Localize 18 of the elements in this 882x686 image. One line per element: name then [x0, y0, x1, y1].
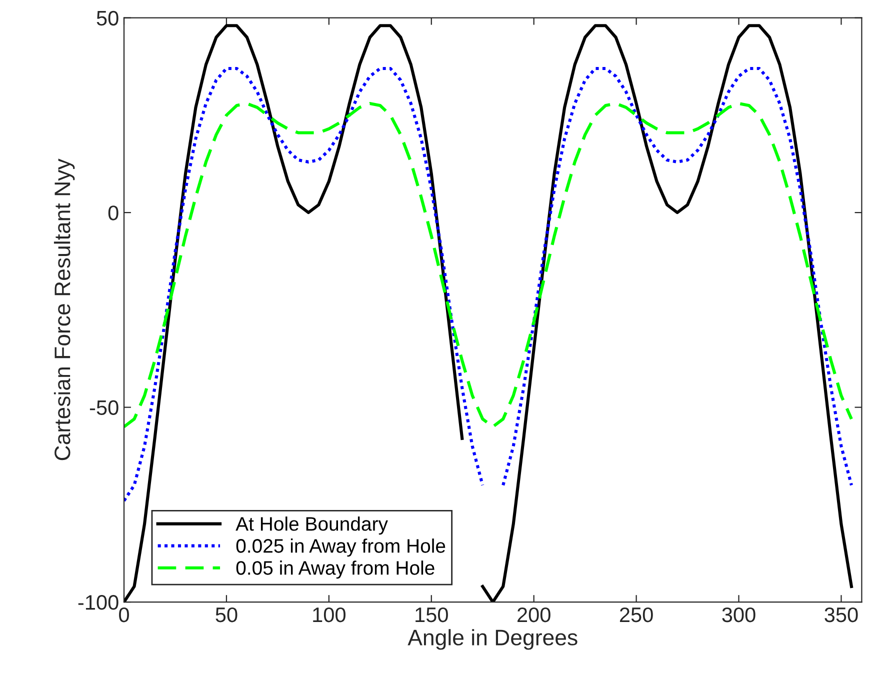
x-tick-label: 300 — [722, 607, 756, 622]
x-tick-label: 250 — [620, 607, 653, 622]
x-tick-label: 100 — [313, 607, 346, 622]
y-axis-title: Cartesian Force Resultant Nyy — [54, 158, 75, 460]
y-tick-label: 0 — [108, 206, 118, 220]
x-tick-label: 200 — [518, 607, 550, 622]
legend-label: 0.025 in Away from Hole — [236, 538, 446, 557]
y-tick-label: -50 — [90, 400, 118, 416]
x-tick-label: 150 — [416, 607, 448, 622]
x-tick-label: 0 — [119, 607, 129, 622]
x-tick-label: 50 — [216, 607, 238, 622]
y-tick-label: 50 — [96, 10, 118, 26]
x-axis-title: Angle in Degrees — [408, 629, 578, 650]
y-tick-label: -100 — [78, 595, 118, 610]
legend-label: At Hole Boundary — [236, 516, 388, 535]
x-tick-label: 350 — [824, 607, 858, 622]
line-series — [124, 102, 853, 428]
legend-label: 0.05 in Away from Hole — [236, 560, 434, 579]
